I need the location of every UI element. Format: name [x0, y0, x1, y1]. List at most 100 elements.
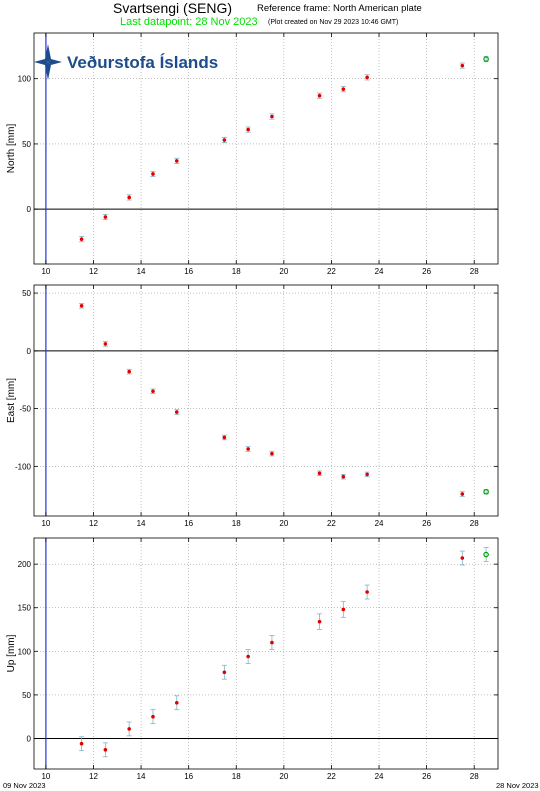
y-tick-label: 100	[18, 647, 32, 656]
y-tick-label: -50	[19, 405, 31, 414]
data-point	[174, 410, 179, 414]
data-point	[317, 619, 322, 624]
x-tick-label: 20	[279, 519, 288, 528]
chart-panel-1: 10 12 14 16 18 20 22 24 26 28 0 50 100 North [mm]	[6, 32, 499, 276]
vedurstofa-logo: Veðurstofa Íslands	[34, 44, 218, 80]
data-point	[270, 640, 274, 645]
plot-frame	[33, 32, 499, 265]
x-tick-label: 18	[232, 772, 241, 781]
y-tick-label: 100	[18, 75, 32, 84]
data-point	[103, 748, 108, 752]
data-point	[103, 215, 108, 219]
chart-panel-2: 10 12 14 16 18 20 22 24 26 28 -100 -50 0 50 East [mm]	[6, 284, 499, 528]
x-tick-label: 22	[327, 519, 336, 528]
data-point	[79, 303, 84, 308]
x-tick-label: 12	[89, 772, 98, 781]
x-tick-label: 28	[470, 267, 479, 276]
data-point	[246, 447, 250, 451]
data-point	[317, 93, 322, 98]
data-point	[222, 670, 227, 675]
latest-data-point	[483, 551, 489, 558]
data-point	[460, 492, 465, 496]
y-axis-label: Up [mm]	[6, 634, 17, 672]
y-tick-label: 0	[27, 205, 32, 214]
data-point	[151, 172, 155, 176]
x-tick-label: 16	[184, 519, 193, 528]
data-point	[365, 75, 369, 80]
data-point	[460, 556, 465, 560]
chart-panel-3: 10 12 14 16 18 20 22 24 26 28 0 50 100 150 200 Up [mm]	[6, 537, 499, 781]
plot-frame	[33, 537, 499, 770]
data-point	[127, 195, 131, 200]
y-tick-label: -100	[15, 462, 32, 471]
x-tick-label: 24	[375, 519, 384, 528]
last-datapoint-label: Last datapoint: 28 Nov 2023	[120, 16, 258, 28]
data-point	[79, 741, 84, 746]
x-tick-label: 12	[89, 519, 98, 528]
x-tick-label: 28	[470, 519, 479, 528]
start-date-label: 09 Nov 2023	[3, 781, 46, 790]
x-tick-label: 28	[470, 772, 479, 781]
data-point	[127, 369, 131, 374]
data-point	[246, 654, 250, 659]
x-tick-label: 20	[279, 772, 288, 781]
data-point	[341, 87, 346, 91]
plot-created-label: (Plot created on Nov 29 2023 10:46 GMT)	[268, 19, 399, 26]
x-tick-label: 26	[422, 772, 431, 781]
data-point	[222, 138, 227, 142]
station-title: Svartsengi (SENG)	[113, 0, 233, 16]
x-tick-label: 10	[41, 519, 50, 528]
data-point	[174, 700, 179, 705]
data-point	[103, 342, 108, 346]
data-point	[270, 451, 274, 456]
data-point	[222, 435, 227, 440]
data-point	[365, 590, 369, 594]
y-axis-label: North [mm]	[6, 124, 17, 174]
data-point	[151, 714, 155, 719]
x-tick-label: 24	[375, 267, 384, 276]
logo-emblem-icon	[34, 44, 62, 80]
data-point	[151, 389, 155, 394]
x-tick-label: 14	[137, 267, 146, 276]
plot-header: Svartsengi (SENG) Reference frame: North…	[0, 0, 540, 32]
data-point	[127, 727, 131, 731]
y-tick-label: 50	[22, 140, 31, 149]
data-point	[317, 471, 322, 476]
data-point	[365, 472, 369, 477]
y-tick-label: 0	[27, 347, 32, 356]
y-tick-label: 200	[18, 560, 32, 569]
y-tick-label: 150	[18, 604, 32, 613]
x-tick-label: 26	[422, 519, 431, 528]
x-tick-label: 22	[327, 267, 336, 276]
end-date-label: 28 Nov 2023	[496, 781, 539, 790]
y-tick-label: 0	[27, 734, 32, 743]
data-point	[341, 474, 346, 479]
x-tick-label: 12	[89, 267, 98, 276]
x-tick-label: 10	[41, 772, 50, 781]
logo-text: Veðurstofa Íslands	[67, 53, 218, 72]
x-tick-label: 22	[327, 772, 336, 781]
x-tick-label: 16	[184, 772, 193, 781]
data-point	[246, 127, 250, 132]
x-tick-label: 14	[137, 772, 146, 781]
x-tick-label: 20	[279, 267, 288, 276]
plot-frame	[33, 284, 499, 517]
data-point	[79, 237, 84, 242]
y-tick-label: 50	[22, 691, 31, 700]
data-point	[270, 114, 274, 119]
latest-data-point	[483, 56, 489, 62]
reference-frame-label: Reference frame: North American plate	[257, 3, 422, 14]
y-tick-label: 50	[22, 289, 31, 298]
x-tick-label: 14	[137, 519, 146, 528]
latest-data-point	[483, 488, 489, 495]
y-axis-label: East [mm]	[6, 378, 17, 423]
data-point	[460, 63, 465, 68]
x-tick-label: 18	[232, 267, 241, 276]
x-tick-label: 26	[422, 267, 431, 276]
x-tick-label: 24	[375, 772, 384, 781]
x-tick-label: 16	[184, 267, 193, 276]
x-tick-label: 18	[232, 519, 241, 528]
x-tick-label: 10	[41, 267, 50, 276]
data-point	[174, 159, 179, 163]
